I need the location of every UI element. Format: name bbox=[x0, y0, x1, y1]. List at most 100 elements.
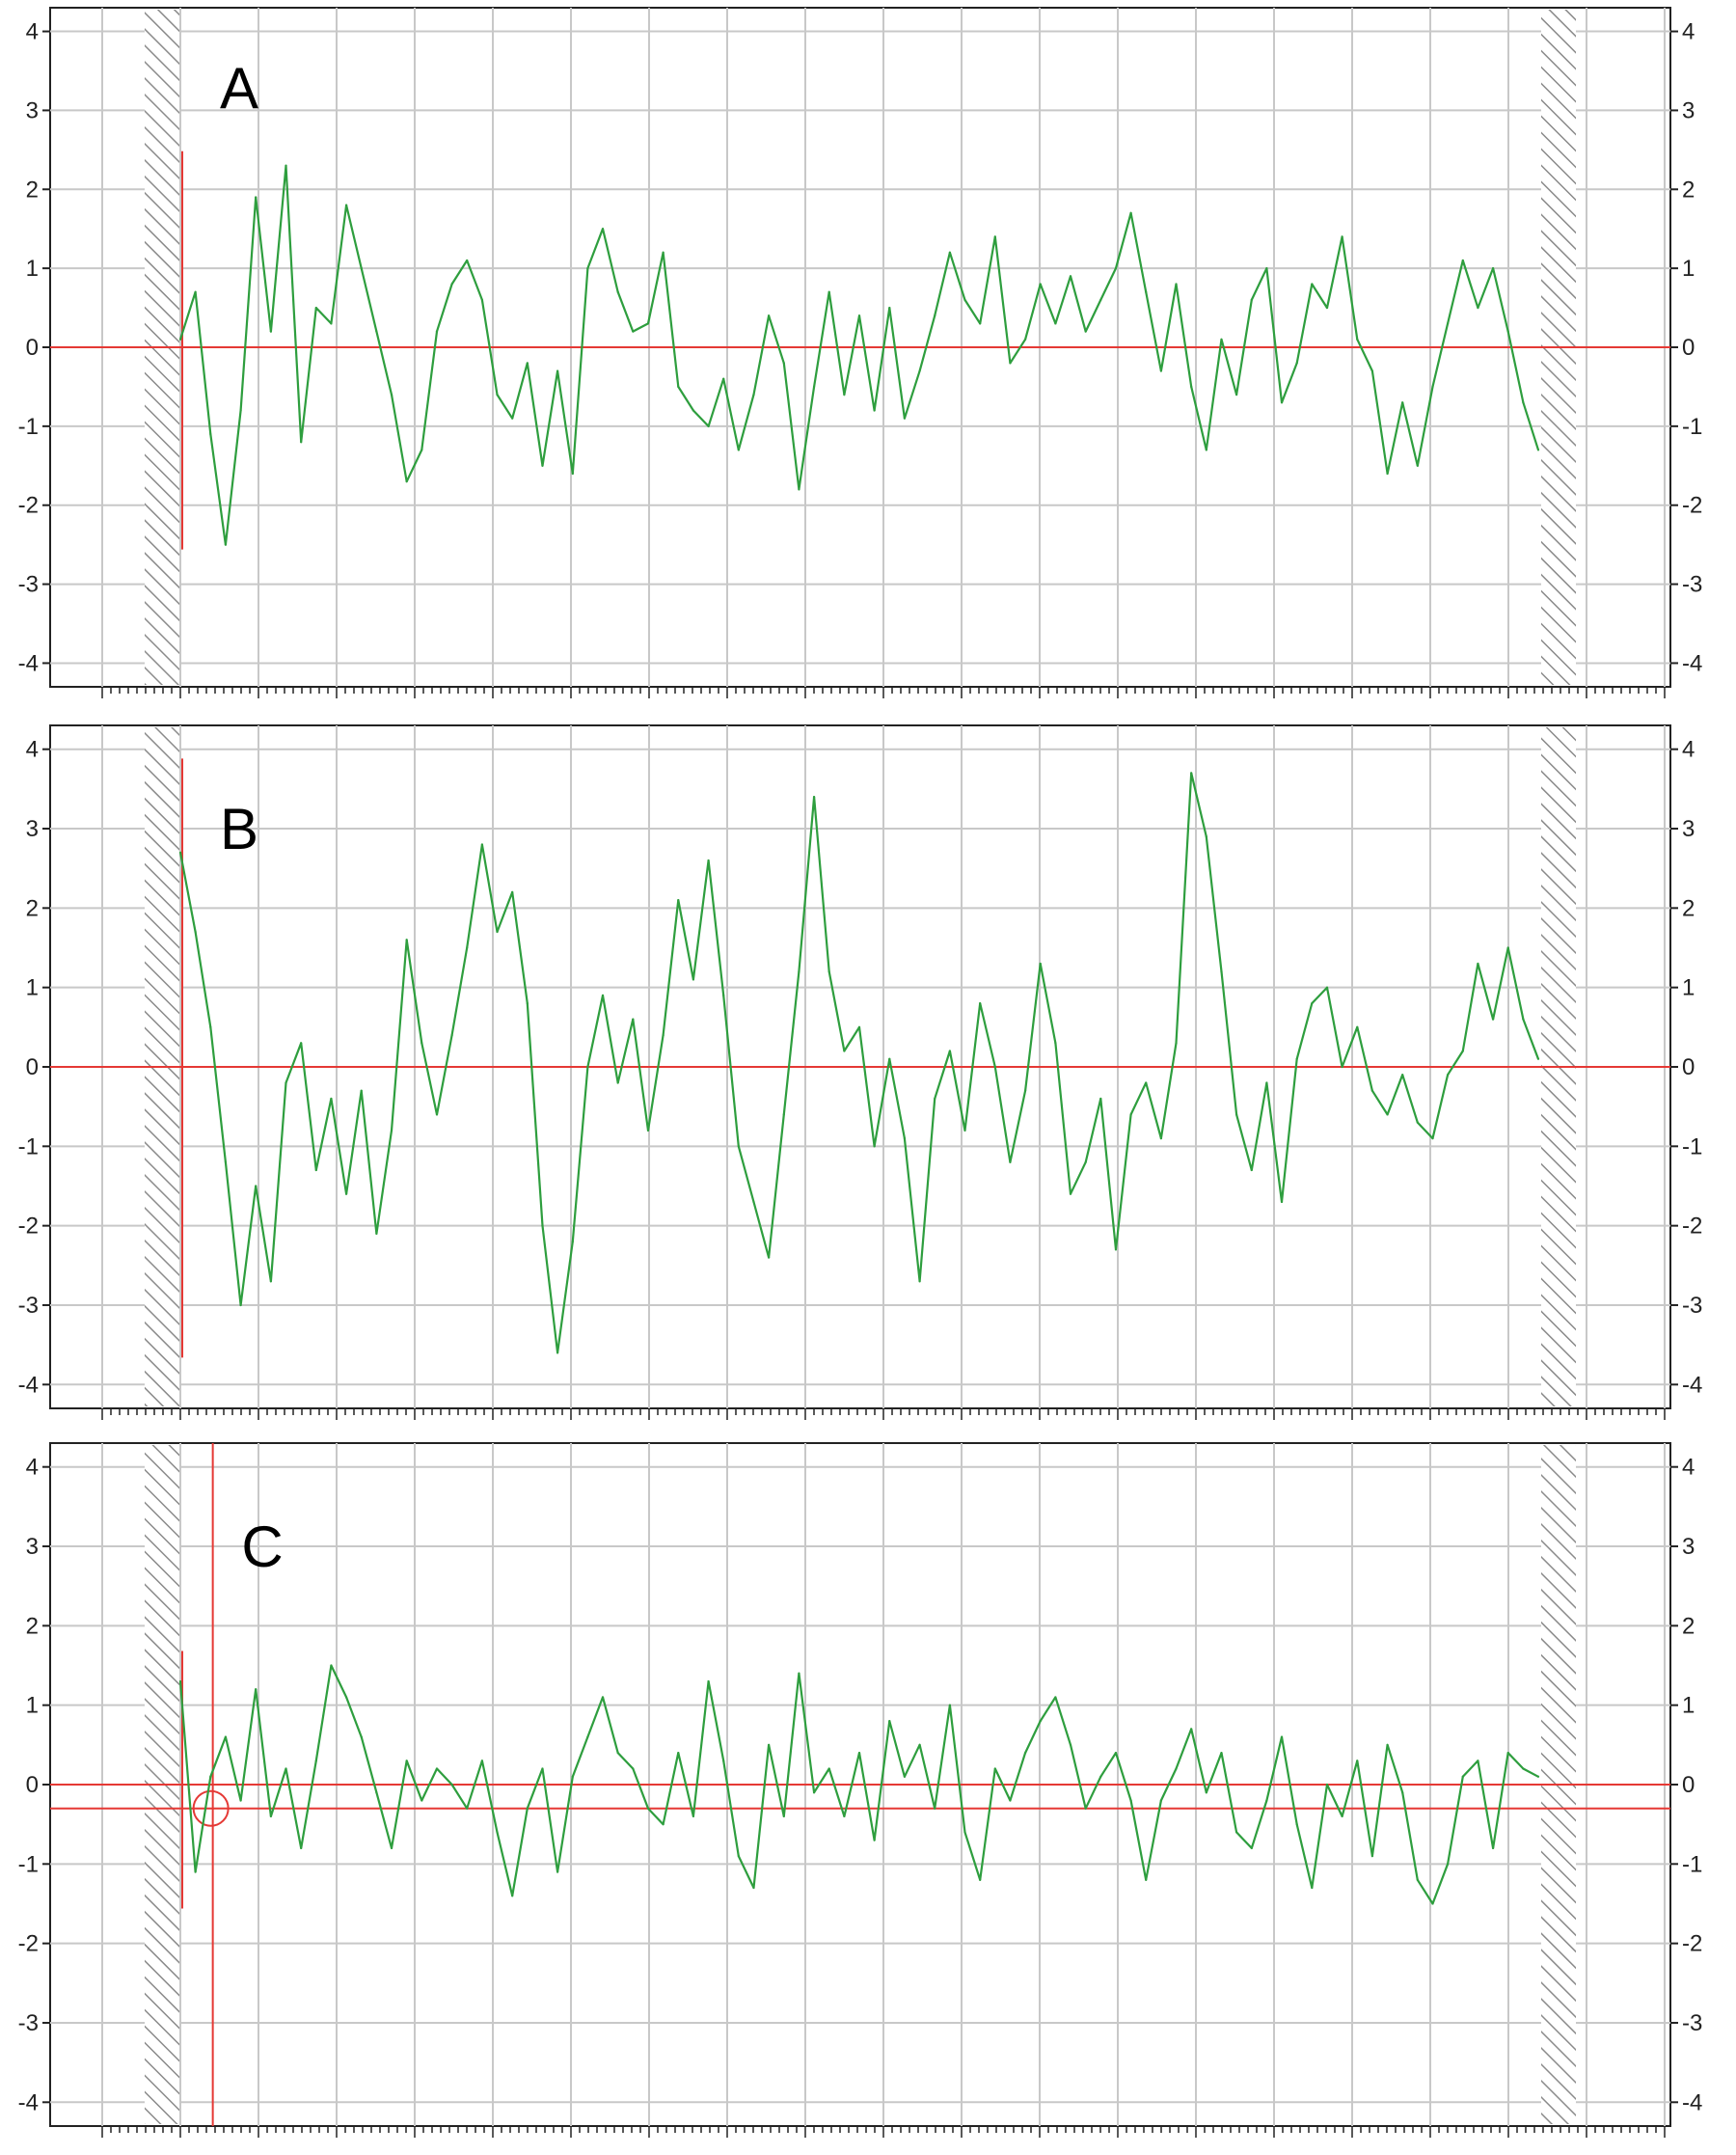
data-point bbox=[526, 1002, 529, 1005]
data-point bbox=[782, 1113, 785, 1116]
data-point bbox=[450, 1783, 453, 1787]
data-point bbox=[888, 306, 891, 310]
panel-label-c: C bbox=[241, 1514, 283, 1579]
y-tick-label-right: -3 bbox=[1682, 572, 1702, 598]
y-tick-label-right: -3 bbox=[1682, 2010, 1702, 2036]
data-point bbox=[1295, 362, 1298, 365]
data-point bbox=[1461, 1775, 1464, 1778]
data-point bbox=[405, 1759, 408, 1762]
data-point bbox=[903, 1136, 907, 1140]
data-point bbox=[1114, 1751, 1118, 1755]
data-point bbox=[1145, 1081, 1148, 1084]
data-point bbox=[526, 362, 529, 365]
data-point bbox=[993, 235, 996, 238]
data-point bbox=[707, 859, 710, 862]
y-tick-label-left: 2 bbox=[26, 895, 39, 921]
data-point bbox=[285, 1081, 287, 1084]
y-tick-label-left: 3 bbox=[26, 1534, 39, 1560]
data-point bbox=[843, 1050, 846, 1052]
data-point bbox=[768, 1256, 771, 1259]
data-point bbox=[1084, 1807, 1087, 1810]
data-point bbox=[480, 1759, 483, 1762]
data-point bbox=[1370, 1089, 1374, 1092]
data-point bbox=[1265, 1081, 1268, 1084]
data-point bbox=[466, 1807, 469, 1810]
y-tick-label-right: -3 bbox=[1682, 1293, 1702, 1319]
data-point bbox=[798, 1672, 800, 1675]
data-point bbox=[556, 1870, 559, 1873]
data-point bbox=[888, 1057, 891, 1060]
data-point bbox=[1477, 962, 1479, 966]
data-point bbox=[692, 409, 695, 412]
data-point bbox=[1054, 322, 1057, 325]
data-point bbox=[571, 472, 574, 476]
y-tick-label-right: 3 bbox=[1682, 97, 1695, 123]
data-point bbox=[1491, 267, 1495, 270]
data-point bbox=[178, 338, 182, 341]
data-point bbox=[1099, 1097, 1102, 1101]
y-tick-label-right: -2 bbox=[1682, 1931, 1702, 1957]
data-point bbox=[420, 449, 423, 451]
data-point bbox=[918, 1280, 921, 1283]
data-point bbox=[285, 1767, 287, 1770]
data-point bbox=[556, 369, 559, 372]
data-point bbox=[1114, 267, 1118, 270]
data-point bbox=[662, 1823, 665, 1826]
data-point bbox=[601, 1696, 605, 1699]
data-point bbox=[903, 1775, 907, 1778]
data-point bbox=[420, 1042, 423, 1045]
data-point bbox=[269, 1814, 272, 1818]
data-point bbox=[330, 1664, 333, 1667]
data-point bbox=[903, 417, 907, 420]
data-point bbox=[344, 1192, 348, 1195]
data-point bbox=[798, 488, 800, 491]
data-point bbox=[857, 1751, 861, 1755]
y-tick-label-left: 4 bbox=[26, 737, 39, 763]
data-point bbox=[963, 1831, 966, 1834]
data-point bbox=[1280, 1200, 1284, 1204]
data-point bbox=[1084, 330, 1087, 333]
y-tick-label-right: 1 bbox=[1682, 1693, 1695, 1719]
data-point bbox=[1159, 1136, 1162, 1140]
data-point bbox=[812, 795, 816, 799]
data-point bbox=[1506, 330, 1509, 333]
y-tick-label-right: 0 bbox=[1682, 335, 1695, 361]
data-point bbox=[1416, 1121, 1419, 1124]
data-point bbox=[1009, 1799, 1012, 1802]
data-point bbox=[1370, 1854, 1374, 1858]
data-point bbox=[1401, 1791, 1404, 1794]
data-point bbox=[827, 290, 830, 293]
data-point bbox=[255, 1688, 258, 1691]
y-tick-label-left: 1 bbox=[26, 1693, 39, 1719]
data-point bbox=[556, 1351, 559, 1354]
data-point bbox=[450, 283, 453, 286]
data-point bbox=[707, 424, 710, 427]
data-point bbox=[1054, 1696, 1057, 1699]
y-tick-label-right: -4 bbox=[1682, 2089, 1702, 2115]
data-point bbox=[375, 1232, 378, 1235]
y-tick-label-right: 0 bbox=[1682, 1772, 1695, 1798]
data-point bbox=[1447, 1074, 1450, 1077]
data-point bbox=[873, 409, 876, 412]
data-point bbox=[646, 1807, 650, 1810]
data-point bbox=[1311, 1886, 1314, 1890]
data-point bbox=[1099, 1775, 1102, 1778]
data-point bbox=[420, 1799, 423, 1802]
data-point bbox=[1250, 1846, 1253, 1849]
data-point bbox=[601, 994, 605, 997]
data-point bbox=[1099, 298, 1102, 301]
data-point bbox=[541, 1767, 544, 1770]
data-point bbox=[677, 899, 680, 902]
data-point bbox=[194, 1870, 197, 1873]
data-point bbox=[934, 1097, 936, 1101]
data-point bbox=[1220, 338, 1223, 341]
data-point bbox=[1477, 1759, 1479, 1762]
data-point bbox=[1129, 1113, 1132, 1116]
data-point bbox=[1145, 1878, 1148, 1881]
data-point bbox=[1069, 1743, 1072, 1746]
data-point bbox=[586, 267, 589, 270]
data-point bbox=[782, 1814, 785, 1818]
data-point bbox=[827, 970, 830, 973]
data-point bbox=[1295, 1823, 1298, 1826]
